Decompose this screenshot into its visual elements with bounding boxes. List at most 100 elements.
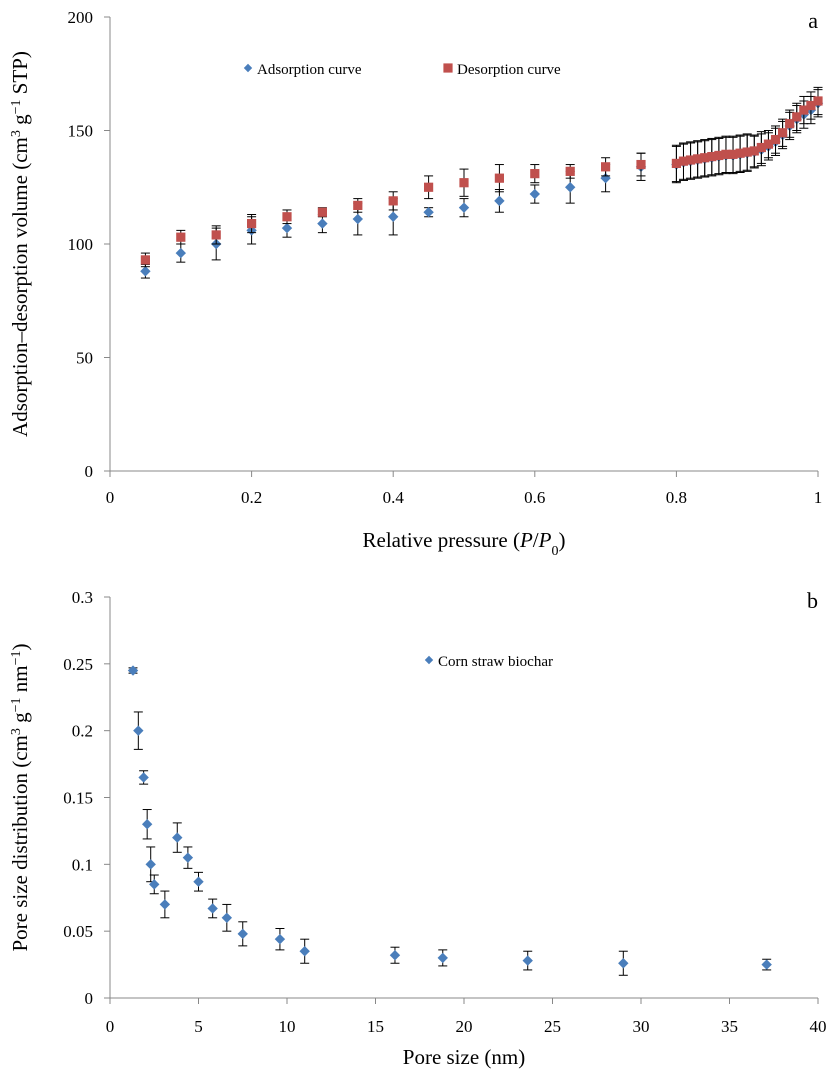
data-point	[700, 153, 710, 163]
legend-label: Desorption curve	[457, 62, 561, 78]
data-point	[159, 899, 171, 910]
chart-panel-a: 0 0.2 0.4 0.6 0.8 1 0 50 100 150 200 Relative press…	[8, 8, 824, 559]
x-tick-label: 0.6	[524, 488, 545, 507]
data-point	[728, 149, 738, 159]
data-point	[799, 105, 809, 115]
data-point	[714, 150, 724, 161]
data-point	[678, 156, 689, 166]
data-point	[785, 119, 795, 129]
data-point	[282, 212, 292, 222]
data-point	[141, 819, 153, 830]
x-tick-label: 0	[106, 1017, 115, 1036]
data-point	[761, 959, 772, 970]
data-point	[182, 852, 194, 863]
y-axis-label-part: −1	[9, 650, 24, 665]
data-point	[424, 182, 434, 192]
y-tick-label: 0.25	[63, 655, 93, 674]
data-point	[388, 196, 398, 206]
x-tick-label: 5	[194, 1017, 203, 1036]
data-point	[388, 211, 399, 222]
y-axis-label-part: nm	[8, 665, 32, 697]
data-point	[494, 195, 505, 207]
series-adsorption-curve	[140, 89, 824, 279]
x-tick-label: 1	[814, 488, 823, 507]
x-tick-label: 0	[106, 488, 115, 507]
data-point	[138, 772, 149, 783]
y-axis-label-part: )	[8, 643, 32, 650]
y-axis-label-part: Adsorption–desorption volume (cm	[8, 137, 32, 437]
data-point	[601, 162, 611, 172]
data-point	[193, 876, 204, 887]
data-point	[352, 213, 363, 225]
data-point	[389, 950, 401, 961]
data-point	[281, 222, 293, 234]
x-tick-label: 25	[544, 1017, 561, 1036]
data-point	[317, 218, 328, 229]
y-tick-label: 0.3	[72, 588, 93, 607]
data-point	[721, 149, 731, 159]
data-point	[274, 933, 286, 945]
data-point	[685, 155, 696, 165]
legend-entry: Adsorption curve	[243, 62, 362, 78]
x-tick-label: 0.4	[383, 488, 405, 507]
data-point	[149, 879, 160, 890]
y-tick-label: 50	[76, 349, 93, 368]
y-axis-label-part: −1	[9, 697, 24, 712]
legend-entry: Corn straw biochar	[424, 654, 553, 670]
data-point	[565, 166, 575, 176]
data-point	[530, 169, 540, 179]
x-tick-label: 0.8	[666, 488, 687, 507]
x-axis-label-part: /	[533, 528, 539, 552]
data-point	[437, 952, 448, 964]
data-point	[140, 255, 150, 265]
x-axis-label-part: P	[519, 528, 533, 552]
y-tick-label: 150	[68, 122, 94, 141]
chart-panel-b: 0 5 10 15 20 25 30 35 40 0 0.05 0.1 0.15 0.2 0.25 0.3 Po…	[8, 588, 827, 1069]
data-point	[353, 200, 363, 211]
legend-entry: Desorption curve	[443, 62, 561, 78]
data-point	[742, 147, 752, 157]
x-tick-label: 0.2	[241, 488, 262, 507]
data-point	[693, 154, 703, 164]
y-axis-label-part: 3	[9, 130, 24, 137]
data-point	[458, 202, 470, 213]
x-axis-label: Relative pressure (P/P0)	[363, 528, 566, 559]
data-point	[749, 146, 759, 156]
x-axis-label-part: P	[538, 528, 552, 552]
data-point	[299, 946, 310, 957]
x-axis-label-part: 0	[551, 544, 558, 559]
y-axis-label-part: −1	[9, 99, 24, 114]
y-axis-label: Adsorption–desorption volume (cm3 g−1 ST…	[8, 51, 32, 437]
data-point	[133, 725, 144, 736]
data-point	[778, 128, 788, 138]
y-tick-label: 0.05	[63, 922, 93, 941]
data-point	[423, 207, 434, 218]
data-point	[207, 903, 218, 914]
y-tick-label: 0	[85, 989, 94, 1008]
x-axis-label: Pore size (nm)	[403, 1045, 525, 1069]
data-point	[145, 859, 156, 870]
data-point	[172, 832, 183, 843]
data-point	[806, 100, 816, 111]
series-desorption-curve	[140, 86, 823, 268]
x-tick-label: 35	[721, 1017, 738, 1036]
x-tick-label: 30	[633, 1017, 650, 1036]
y-axis-label-part: STP)	[8, 51, 32, 99]
data-point	[522, 955, 533, 966]
data-point	[140, 266, 151, 277]
data-point	[175, 247, 186, 259]
data-point	[707, 152, 717, 162]
data-point	[221, 912, 233, 923]
panel-label: a	[808, 8, 818, 33]
y-axis-label-part: g	[8, 712, 32, 728]
x-axis-label-part: )	[558, 528, 565, 552]
data-point	[529, 188, 540, 200]
data-point	[770, 134, 781, 145]
panel-label: b	[807, 588, 818, 613]
legend-label: Corn straw biochar	[438, 654, 553, 670]
y-axis-label-part: g	[8, 114, 32, 130]
data-point	[211, 230, 221, 240]
data-point	[317, 207, 327, 217]
data-point	[756, 142, 766, 153]
